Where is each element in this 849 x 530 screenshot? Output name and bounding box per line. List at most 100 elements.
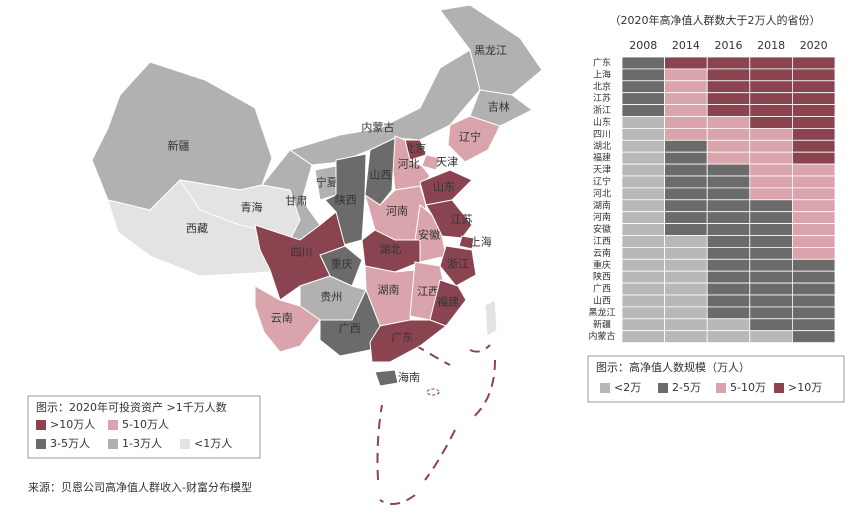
province-label: 湖北 bbox=[379, 243, 401, 256]
cell bbox=[706, 56, 751, 70]
row-label: 安徽 bbox=[593, 223, 611, 235]
cell bbox=[664, 163, 708, 177]
cell bbox=[706, 127, 751, 141]
cell bbox=[621, 294, 665, 308]
cell bbox=[792, 270, 836, 284]
province bbox=[429, 279, 467, 327]
province-label: 宁夏 bbox=[316, 175, 338, 189]
cell bbox=[706, 246, 751, 260]
cell bbox=[706, 80, 751, 94]
province-label: 新疆 bbox=[168, 138, 190, 152]
island bbox=[484, 299, 498, 337]
cell bbox=[706, 235, 751, 248]
cell bbox=[706, 175, 751, 189]
cell bbox=[749, 258, 793, 272]
source: 来源：贝恩公司高净值人群收入-财富分布模型 bbox=[28, 480, 252, 494]
legend-label: 3-5万人 bbox=[50, 437, 90, 450]
cell bbox=[664, 127, 708, 141]
province-label: 甘肃 bbox=[285, 195, 307, 208]
cell bbox=[749, 199, 793, 213]
province-label: 四川 bbox=[290, 246, 312, 259]
cell bbox=[792, 104, 836, 117]
province bbox=[439, 4, 543, 96]
cell bbox=[664, 223, 708, 236]
cell bbox=[792, 187, 836, 201]
cell bbox=[706, 139, 751, 153]
cell bbox=[792, 235, 836, 248]
cell bbox=[664, 104, 708, 117]
legend-swatch bbox=[716, 383, 726, 393]
row-label: 山西 bbox=[593, 295, 611, 306]
cell bbox=[621, 175, 665, 189]
province-label: 江西 bbox=[417, 285, 439, 298]
legend-swatch bbox=[108, 439, 118, 449]
cell bbox=[621, 270, 665, 284]
province bbox=[458, 235, 475, 250]
year-label: 2018 bbox=[757, 39, 785, 52]
cell bbox=[664, 116, 708, 129]
cell bbox=[749, 187, 793, 201]
cell bbox=[621, 92, 665, 105]
province-label: 西藏 bbox=[186, 222, 208, 235]
cell bbox=[664, 199, 708, 213]
grid-legend-box bbox=[587, 355, 845, 403]
cell bbox=[706, 92, 751, 105]
cell bbox=[792, 294, 836, 308]
legend-swatch bbox=[36, 420, 46, 430]
row-label: 湖南 bbox=[593, 199, 611, 211]
row-label: 重庆 bbox=[593, 259, 611, 271]
cell bbox=[664, 282, 708, 296]
cell bbox=[664, 318, 708, 332]
row-label: 浙江 bbox=[593, 104, 611, 116]
cell bbox=[621, 139, 665, 153]
province-label: 陕西 bbox=[335, 192, 357, 206]
legend-swatch bbox=[658, 383, 668, 393]
province-label: 青海 bbox=[241, 200, 263, 214]
cell bbox=[621, 223, 665, 236]
row-label: 云南 bbox=[593, 247, 611, 259]
cell bbox=[621, 211, 665, 224]
cell bbox=[664, 211, 708, 224]
cell bbox=[792, 139, 836, 153]
cell bbox=[706, 330, 751, 344]
cell bbox=[792, 306, 836, 320]
legend-label: >10万人 bbox=[50, 418, 95, 431]
cell bbox=[792, 56, 836, 70]
cell bbox=[749, 139, 793, 153]
legend-swatch bbox=[774, 383, 784, 393]
province-label: 广西 bbox=[339, 322, 361, 335]
row-label: 福建 bbox=[593, 152, 611, 164]
province-label: 安徽 bbox=[418, 228, 440, 242]
province-label: 黑龙江 bbox=[474, 44, 507, 57]
year-label: 2008 bbox=[629, 39, 657, 52]
province bbox=[254, 285, 321, 353]
row-label: 黑龙江 bbox=[588, 306, 615, 318]
province bbox=[439, 245, 477, 287]
cell bbox=[792, 151, 836, 165]
cell bbox=[792, 92, 836, 105]
cell bbox=[749, 211, 793, 224]
province-label: 吉林 bbox=[488, 99, 510, 113]
cell bbox=[664, 246, 708, 260]
cell bbox=[621, 306, 665, 320]
cell bbox=[749, 163, 793, 177]
cell bbox=[706, 294, 751, 308]
cell bbox=[664, 92, 708, 105]
map-legend-title: 图示：2020年可投资资产 >1千万人数 bbox=[36, 400, 227, 414]
cell bbox=[621, 56, 665, 70]
cell bbox=[621, 80, 665, 94]
cell bbox=[706, 116, 751, 129]
cell bbox=[621, 116, 665, 129]
province bbox=[447, 115, 501, 163]
cell bbox=[749, 223, 793, 236]
cell bbox=[664, 151, 708, 165]
cell bbox=[792, 199, 836, 213]
cell bbox=[749, 306, 793, 320]
province-label: 山西 bbox=[369, 169, 391, 182]
grid-title: （2020年高净值人群数大于2万人的省份） bbox=[610, 13, 821, 27]
year-label: 2016 bbox=[715, 39, 743, 52]
province bbox=[374, 369, 399, 387]
province-label: 上海 bbox=[470, 234, 492, 248]
cell bbox=[706, 163, 751, 177]
